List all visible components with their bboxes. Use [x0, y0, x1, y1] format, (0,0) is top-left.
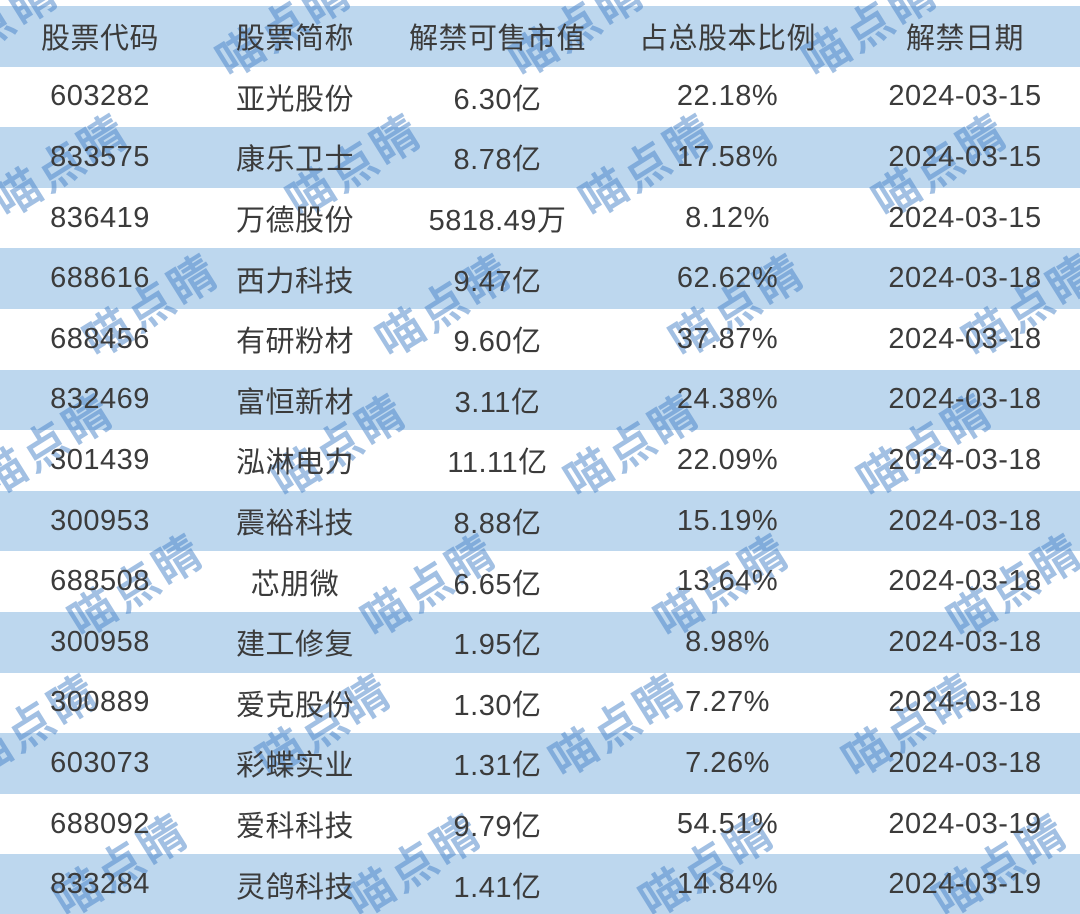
- cell-stock-code: 301439: [50, 443, 150, 476]
- cell-pct-of-total: 7.27%: [685, 686, 770, 719]
- cell-stock-name: 亚光股份: [235, 83, 354, 116]
- cell-stock-name: 灵鸽科技: [235, 871, 354, 904]
- cell-unlock-date: 2024-03-15: [888, 201, 1042, 234]
- cell-pct-of-total: 54.51%: [676, 807, 779, 840]
- cell-unlock-value: 3.11亿: [454, 386, 541, 419]
- cell-unlock-value: 1.30亿: [453, 689, 542, 722]
- table-row: 688616 西力科技 9.47亿 62.62% 2024-03-18: [0, 248, 1080, 309]
- table-row: 300953 震裕科技 8.88亿 15.19% 2024-03-18: [0, 490, 1080, 552]
- cell-pct-of-total: 17.58%: [676, 140, 779, 173]
- cell-unlock-value: 9.47亿: [453, 265, 542, 298]
- table-row: 301439 泓淋电力 11.11亿 22.09% 2024-03-18: [0, 430, 1080, 491]
- cell-stock-code: 603073: [50, 746, 150, 779]
- cell-pct-of-total: 8.12%: [685, 201, 770, 234]
- cell-unlock-value: 1.95亿: [453, 629, 542, 662]
- cell-stock-name: 爱克股份: [235, 689, 354, 722]
- cell-unlock-value: 8.78亿: [453, 144, 542, 177]
- cell-unlock-value: 1.31亿: [453, 750, 542, 783]
- cell-pct-of-total: 8.98%: [685, 625, 770, 658]
- cell-stock-code: 688508: [50, 565, 150, 598]
- table-row: 832469 富恒新材 3.11亿 24.38% 2024-03-18: [0, 369, 1080, 431]
- cell-stock-code: 836419: [50, 201, 150, 234]
- table-row: 603282 亚光股份 6.30亿 22.18% 2024-03-15: [0, 67, 1080, 128]
- cell-stock-code: 300953: [50, 504, 150, 537]
- column-header-unlock-date: 解禁日期: [905, 23, 1024, 56]
- cell-stock-name: 康乐卫士: [235, 144, 354, 177]
- cell-unlock-value: 8.88亿: [453, 508, 542, 541]
- cell-unlock-value: 9.60亿: [453, 326, 542, 359]
- cell-pct-of-total: 22.18%: [676, 80, 779, 113]
- cell-stock-code: 688092: [50, 807, 150, 840]
- table-row: 300889 爱克股份 1.30亿 7.27% 2024-03-18: [0, 673, 1080, 734]
- cell-stock-name: 万德股份: [235, 205, 354, 238]
- cell-stock-code: 688616: [50, 262, 150, 295]
- column-header-unlock-value: 解禁可售市值: [408, 23, 586, 56]
- table-row: 836419 万德股份 5818.49万 8.12% 2024-03-15: [0, 188, 1080, 249]
- cell-stock-code: 300889: [50, 686, 150, 719]
- cell-unlock-value: 6.65亿: [453, 568, 542, 601]
- cell-stock-name: 建工修复: [235, 629, 354, 662]
- cell-stock-code: 832469: [50, 383, 150, 416]
- cell-unlock-date: 2024-03-15: [888, 80, 1042, 113]
- cell-unlock-date: 2024-03-18: [888, 625, 1042, 658]
- cell-stock-name: 彩蝶实业: [235, 750, 354, 783]
- table-body: 603282 亚光股份 6.30亿 22.18% 2024-03-15 833575 康乐卫…: [0, 67, 1080, 914]
- table-row: 688456 有研粉材 9.60亿 37.87% 2024-03-18: [0, 309, 1080, 370]
- cell-unlock-date: 2024-03-18: [888, 686, 1042, 719]
- stock-unlock-table: 股票代码 股票简称 解禁可售市值 占总股本比例 解禁日期 603282 亚光股份 6…: [0, 6, 1080, 914]
- cell-unlock-value: 9.79亿: [453, 811, 542, 844]
- cell-stock-code: 688456: [50, 322, 150, 355]
- cell-unlock-date: 2024-03-18: [888, 383, 1042, 416]
- cell-unlock-date: 2024-03-18: [888, 504, 1042, 537]
- cell-unlock-value: 1.41亿: [453, 871, 542, 904]
- table-row: 300958 建工修复 1.95亿 8.98% 2024-03-18: [0, 611, 1080, 673]
- cell-stock-name: 富恒新材: [235, 386, 354, 419]
- cell-unlock-value: 6.30亿: [453, 83, 542, 116]
- cell-stock-code: 300958: [50, 625, 150, 658]
- cell-stock-code: 833284: [50, 868, 150, 901]
- cell-pct-of-total: 62.62%: [676, 262, 779, 295]
- cell-unlock-date: 2024-03-19: [888, 868, 1042, 901]
- cell-unlock-date: 2024-03-15: [888, 140, 1042, 173]
- column-header-stock-name: 股票简称: [235, 23, 354, 56]
- cell-pct-of-total: 7.26%: [685, 746, 770, 779]
- cell-unlock-date: 2024-03-18: [888, 322, 1042, 355]
- cell-stock-name: 震裕科技: [235, 508, 354, 541]
- cell-stock-code: 603282: [50, 80, 150, 113]
- cell-unlock-date: 2024-03-18: [888, 746, 1042, 779]
- cell-pct-of-total: 15.19%: [676, 504, 779, 537]
- column-header-pct-of-total: 占总股本比例: [638, 23, 816, 56]
- table-row: 603073 彩蝶实业 1.31亿 7.26% 2024-03-18: [0, 733, 1080, 794]
- table-row: 833284 灵鸽科技 1.41亿 14.84% 2024-03-19: [0, 854, 1080, 914]
- cell-unlock-date: 2024-03-18: [888, 262, 1042, 295]
- cell-unlock-date: 2024-03-18: [888, 443, 1042, 476]
- cell-unlock-value: 11.11亿: [447, 447, 548, 480]
- cell-unlock-date: 2024-03-18: [888, 565, 1042, 598]
- column-header-stock-code: 股票代码: [40, 23, 159, 56]
- cell-stock-code: 833575: [50, 140, 150, 173]
- cell-unlock-date: 2024-03-19: [888, 807, 1042, 840]
- cell-pct-of-total: 22.09%: [676, 443, 779, 476]
- cell-pct-of-total: 13.64%: [676, 565, 779, 598]
- cell-unlock-value: 5818.49万: [428, 205, 567, 238]
- cell-pct-of-total: 37.87%: [676, 322, 779, 355]
- cell-stock-name: 泓淋电力: [235, 447, 354, 480]
- cell-stock-name: 西力科技: [235, 265, 354, 298]
- table-row: 688508 芯朋微 6.65亿 13.64% 2024-03-18: [0, 551, 1080, 612]
- table-header-row: 股票代码 股票简称 解禁可售市值 占总股本比例 解禁日期: [0, 6, 1080, 67]
- table-row: 688092 爱科科技 9.79亿 54.51% 2024-03-19: [0, 794, 1080, 855]
- cell-stock-name: 芯朋微: [250, 568, 340, 601]
- cell-pct-of-total: 24.38%: [676, 383, 779, 416]
- cell-pct-of-total: 14.84%: [676, 868, 779, 901]
- table-row: 833575 康乐卫士 8.78亿 17.58% 2024-03-15: [0, 127, 1080, 188]
- cell-stock-name: 有研粉材: [235, 326, 354, 359]
- cell-stock-name: 爱科科技: [235, 811, 354, 844]
